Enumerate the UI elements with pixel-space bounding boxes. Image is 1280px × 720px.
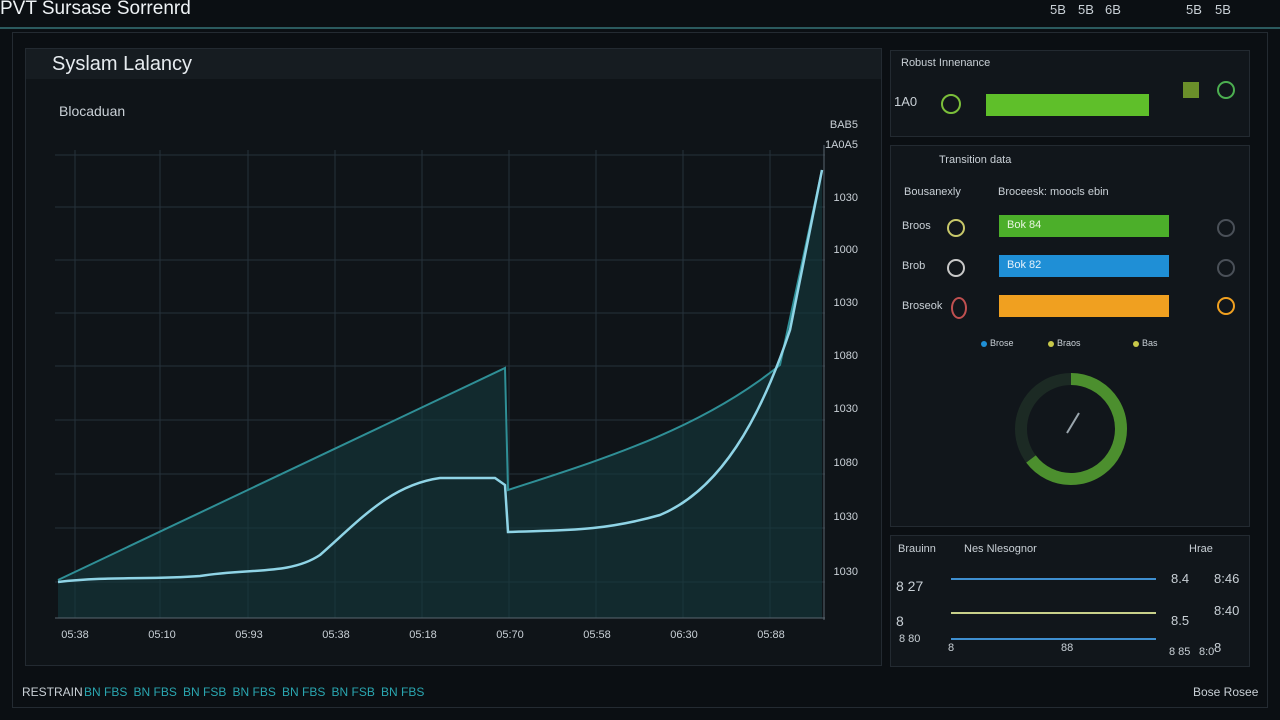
panel-titlebar bbox=[26, 49, 881, 79]
header-rule bbox=[0, 27, 1280, 29]
x-label: 05:38 bbox=[322, 629, 350, 641]
bottom-panel: Brauinn Nes Nlesognor Hrae 8 27 8 8 80 8… bbox=[890, 535, 1250, 667]
sparkline bbox=[951, 612, 1156, 614]
footer-tab[interactable]: BN FSB bbox=[183, 685, 227, 699]
gauge bbox=[1015, 373, 1127, 485]
row-icon bbox=[947, 219, 965, 237]
axis-label: 8 bbox=[948, 642, 955, 654]
metric-value: 8.5 bbox=[1171, 613, 1190, 628]
axis-label: 88 bbox=[1061, 642, 1074, 654]
sparkline bbox=[951, 638, 1156, 640]
legend-swatch bbox=[1133, 341, 1139, 347]
x-label: 06:30 bbox=[670, 629, 698, 641]
y-label: 1030 bbox=[834, 297, 858, 309]
legend-label: Bas bbox=[1142, 338, 1158, 348]
status-square bbox=[1183, 82, 1199, 98]
progress-bar bbox=[986, 94, 1149, 116]
row-icon bbox=[951, 297, 967, 319]
metric-label: 8 27 bbox=[896, 578, 924, 594]
metric-value: 8 bbox=[1214, 640, 1222, 655]
frame bbox=[12, 32, 1268, 708]
footer-tab[interactable]: BN FBS bbox=[282, 685, 326, 699]
x-label: 05:38 bbox=[61, 629, 89, 641]
y-label: 1000 bbox=[834, 244, 858, 256]
y-label: 1030 bbox=[834, 403, 858, 415]
x-label: 05:88 bbox=[757, 629, 785, 641]
panel-subtitle: Nes Nlesognor bbox=[964, 543, 1037, 555]
x-label: 05:58 bbox=[583, 629, 611, 641]
metric-value: 8:46 bbox=[1214, 571, 1240, 586]
progress-bar: Bok 82 bbox=[999, 255, 1169, 277]
x-labels: 05:38 05:10 05:93 05:38 05:18 05:70 05:58 06:30… bbox=[61, 629, 785, 641]
y-label: 1080 bbox=[834, 350, 858, 362]
y-label: 1030 bbox=[834, 192, 858, 204]
metric-value: 8.4 bbox=[1171, 571, 1190, 586]
y-label: 1030 bbox=[834, 511, 858, 523]
panel-title: Transition data bbox=[939, 154, 1012, 166]
header-icon[interactable]: 5B bbox=[1050, 2, 1066, 17]
column-header: Broceesk: moocls ebin bbox=[998, 186, 1109, 198]
row-label: Broos bbox=[902, 220, 931, 232]
sparkline bbox=[951, 578, 1156, 580]
status-icon bbox=[941, 94, 961, 114]
status-icon bbox=[1217, 81, 1235, 99]
row-label: Broseok bbox=[902, 300, 943, 312]
column-header: Bousanexly bbox=[904, 186, 961, 198]
x-label: 05:93 bbox=[235, 629, 263, 641]
y-label: 1080 bbox=[834, 457, 858, 469]
row-icon bbox=[1217, 297, 1235, 315]
metric-value: 8 85 bbox=[1169, 646, 1191, 658]
bar-label: Bok 82 bbox=[1007, 259, 1042, 271]
footer-tab[interactable]: BN FBS bbox=[232, 685, 276, 699]
metric-value: 8:40 bbox=[1214, 603, 1240, 618]
progress-bar: Bok 84 bbox=[999, 215, 1169, 237]
row-icon bbox=[1217, 219, 1235, 237]
y-label: 1A0A5 bbox=[825, 139, 858, 151]
header-icon[interactable]: 5B bbox=[1078, 2, 1094, 17]
y-label: 1030 bbox=[834, 566, 858, 578]
metric-label: 8 bbox=[896, 613, 904, 629]
legend-swatch bbox=[1048, 341, 1054, 347]
footer-label: Bose Rosee bbox=[1193, 685, 1259, 699]
footer-tab[interactable]: BN FBS bbox=[381, 685, 425, 699]
y-label: BAB5 bbox=[830, 119, 858, 131]
panel-title: Hrae bbox=[1189, 543, 1213, 555]
series-line bbox=[57, 169, 824, 584]
status-panel: Robust Innenance 1A0 bbox=[890, 50, 1250, 137]
x-label: 05:70 bbox=[496, 629, 524, 641]
x-label: 05:18 bbox=[409, 629, 437, 641]
legend-label: Brose bbox=[990, 338, 1014, 348]
header-icon[interactable]: 5B bbox=[1215, 2, 1231, 17]
panel-subtitle: Blocaduan bbox=[59, 103, 126, 119]
footer-tab[interactable]: BN FBS bbox=[84, 685, 128, 699]
bar-label: Bok 84 bbox=[1007, 219, 1042, 231]
row-icon bbox=[1217, 259, 1235, 277]
gauge-needle bbox=[1066, 412, 1080, 434]
legend-label: Braos bbox=[1057, 338, 1081, 348]
axis-label: 8:0 bbox=[1199, 646, 1215, 658]
header-icon[interactable]: 5B bbox=[1186, 2, 1202, 17]
series-line bbox=[57, 169, 823, 581]
row-label: Brob bbox=[902, 260, 926, 272]
area-fill bbox=[58, 170, 822, 618]
footer-tab[interactable]: BN FBS bbox=[133, 685, 177, 699]
progress-bar bbox=[999, 295, 1169, 317]
status-label: 1A0 bbox=[894, 94, 918, 109]
footer-label: RESTRAIN bbox=[22, 685, 83, 699]
row-icon bbox=[947, 259, 965, 277]
y-labels: BAB5 1A0A5 1030 1000 1030 1080 1030 1080 1030 103… bbox=[825, 119, 858, 578]
transition-panel: Transition data Bousanexly Broceesk: moo… bbox=[890, 145, 1250, 527]
panel-title: Syslam Lalancy bbox=[52, 53, 193, 75]
footer-tab[interactable]: BN FSB bbox=[331, 685, 375, 699]
metric-label: 8 80 bbox=[899, 633, 921, 645]
x-label: 05:10 bbox=[148, 629, 176, 641]
panel-title: Brauinn bbox=[898, 543, 936, 555]
legend-swatch bbox=[981, 341, 987, 347]
gauge-arc bbox=[1026, 373, 1127, 485]
panel-title: Robust Innenance bbox=[901, 57, 991, 69]
header-icon[interactable]: 6B bbox=[1105, 2, 1121, 17]
app-title: PVT Sursase Sorrenrd bbox=[0, 0, 191, 19]
